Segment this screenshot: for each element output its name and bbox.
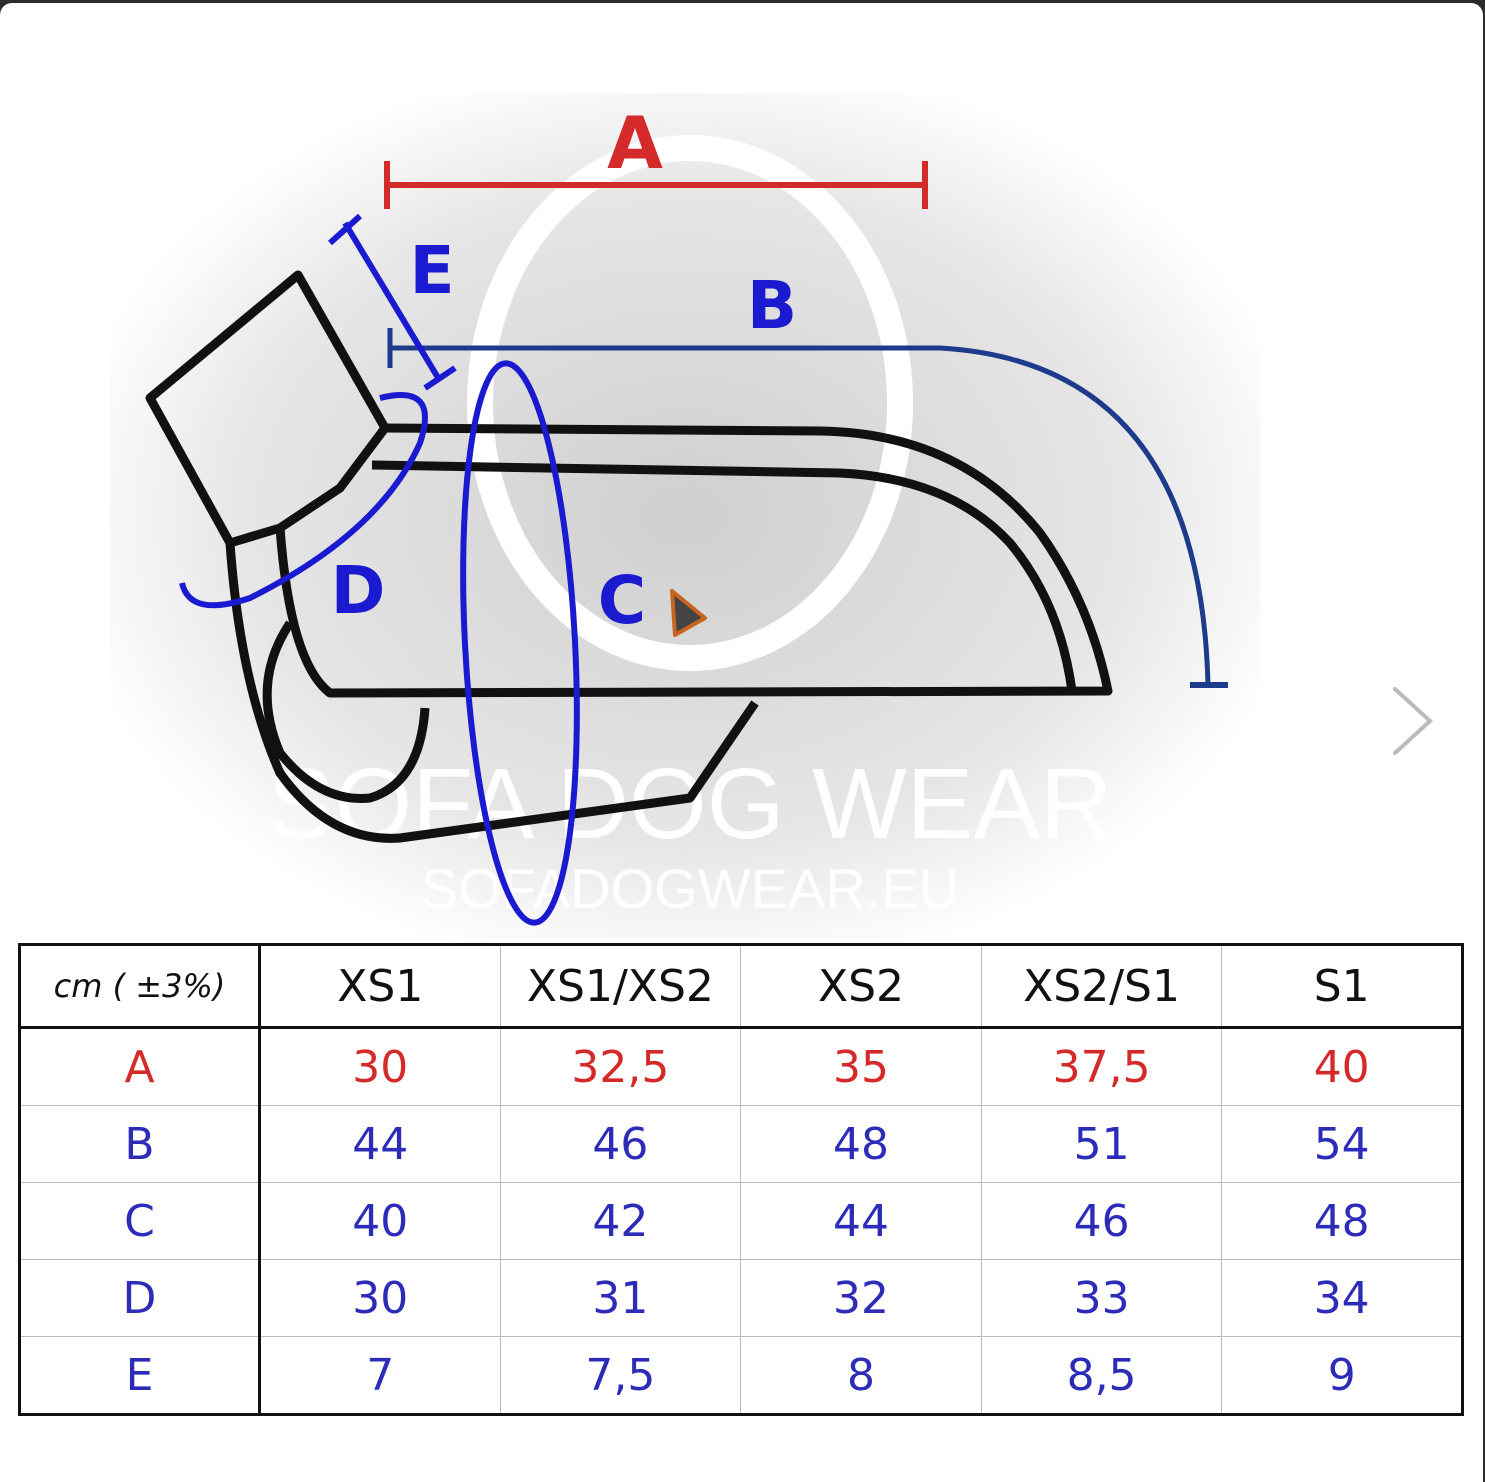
row-label: A [19,1027,261,1106]
chevron-right-icon [1390,684,1437,758]
row-label: C [19,1182,261,1260]
table-cell: 46 [499,1105,741,1183]
table-cell: 35 [740,1027,982,1106]
table-cell: 9 [1221,1336,1463,1415]
table-cell: 32,5 [499,1027,741,1106]
table-cell: 51 [980,1105,1222,1183]
table-cell: 8 [740,1336,982,1415]
table-cell: 33 [980,1259,1222,1337]
table-cell: 40 [1221,1027,1463,1106]
table-header-row: cm ( ±3%) XS1 XS1/XS2 XS2 XS2/S1 S1 [19,944,1463,1029]
table-cell: 31 [499,1259,741,1337]
table-cell: 8,5 [980,1336,1222,1415]
table-cell: 32 [740,1259,982,1337]
coat-outline [145,270,1113,843]
next-image-button[interactable] [1385,681,1445,761]
table-cell: 7,5 [499,1336,741,1415]
size-table: cm ( ±3%) XS1 XS1/XS2 XS2 XS2/S1 S1 A 30 3… [18,943,1464,1416]
table-cell: 40 [259,1182,501,1260]
table-cell: 44 [259,1105,501,1183]
table-row: C 40 42 44 46 48 [19,1182,1463,1260]
size-diagram: SOFA DOG WEAR SOFADOGWEAR.EU A B E C D [110,93,1260,938]
column-header: XS1 [259,944,501,1029]
table-cell: 44 [740,1182,982,1260]
table-row: A 30 32,5 35 37,5 40 [19,1027,1463,1106]
table-cell: 46 [980,1182,1222,1260]
image-viewer-panel: SOFA DOG WEAR SOFADOGWEAR.EU A B E C D [0,3,1483,1482]
label-d: D [331,552,386,629]
label-c: C [598,562,646,639]
column-header: S1 [1221,944,1463,1029]
table-cell: 37,5 [980,1027,1222,1106]
table-cell: 30 [259,1259,501,1337]
row-label: B [19,1105,261,1183]
table-cell: 34 [1221,1259,1463,1337]
watermark-title: SOFA DOG WEAR [268,748,1113,860]
table-row: D 30 31 32 33 34 [19,1259,1463,1337]
table-cell: 48 [740,1105,982,1183]
table-row: B 44 46 48 51 54 [19,1105,1463,1183]
label-a: A [607,101,663,185]
mouse-pointer-icon [670,589,707,637]
label-e: E [409,232,454,309]
table-cell: 7 [259,1336,501,1415]
row-label: E [19,1336,261,1415]
watermark-url: SOFADOGWEAR.EU [421,857,959,920]
column-header: XS2 [740,944,982,1029]
label-b: B [747,267,797,344]
row-label: D [19,1259,261,1337]
table-cell: 54 [1221,1105,1463,1183]
table-cell: 48 [1221,1182,1463,1260]
column-header: XS2/S1 [980,944,1222,1029]
unit-header: cm ( ±3%) [19,944,261,1029]
column-header: XS1/XS2 [499,944,741,1029]
table-row: E 7 7,5 8 8,5 9 [19,1336,1463,1415]
table-cell: 42 [499,1182,741,1260]
table-cell: 30 [259,1027,501,1106]
